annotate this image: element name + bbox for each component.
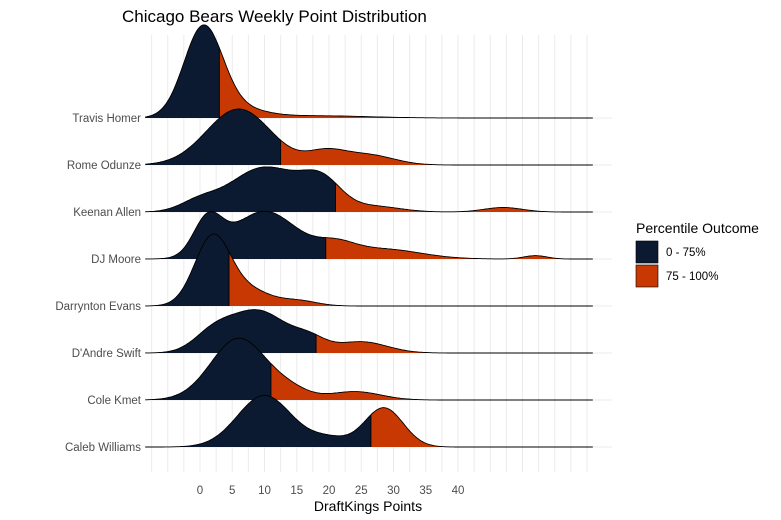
ridge-rome-odunze xyxy=(145,108,593,166)
y-axis-labels: Travis Homer Rome Odunze Keenan Allen DJ Mo… xyxy=(55,113,141,454)
y-axis-label: D'Andre Swift xyxy=(72,348,142,360)
ridge-outline xyxy=(145,108,593,166)
ridge-area-high xyxy=(229,251,593,306)
x-tick-label: 5 xyxy=(229,485,235,497)
x-tick-label: 30 xyxy=(387,485,400,497)
ridge-area-low xyxy=(145,24,220,118)
y-axis-label: Keenan Allen xyxy=(73,207,141,219)
ridge-outline xyxy=(145,166,593,213)
ridge-keenan-allen xyxy=(145,166,593,213)
ridge-travis-homer xyxy=(145,24,593,119)
y-axis-label: Darrynton Evans xyxy=(55,301,141,313)
ridge-outline xyxy=(145,233,593,307)
x-tick-label: 0 xyxy=(197,485,203,497)
chart-title: Chicago Bears Weekly Point Distribution xyxy=(122,7,427,26)
ridge-outline xyxy=(145,395,593,448)
ridge-area-high xyxy=(280,140,593,165)
ridge-area-high xyxy=(270,363,593,400)
legend-title: Percentile Outcome xyxy=(636,220,759,236)
ridge-dj-moore xyxy=(145,210,593,260)
ridge-darrynton-evans xyxy=(145,233,593,307)
ridge-area-high xyxy=(325,237,593,259)
x-axis-label: DraftKings Points xyxy=(314,498,422,514)
ridge-d-andre-swift xyxy=(145,309,593,354)
ridge-outline xyxy=(145,210,593,260)
y-axis-label: Caleb Williams xyxy=(65,442,141,454)
legend-swatch-high xyxy=(635,264,659,288)
ridge-caleb-williams xyxy=(145,395,593,448)
y-axis-label: Travis Homer xyxy=(72,113,141,125)
ridges xyxy=(145,24,593,448)
ridge-area-low xyxy=(145,166,336,212)
ridge-outline xyxy=(145,309,593,354)
x-axis-ticks: 0 5 10 15 20 25 30 35 40 xyxy=(197,485,465,497)
x-tick-label: 40 xyxy=(452,485,465,497)
y-axis-label: Rome Odunze xyxy=(67,160,141,172)
legend-label-low: 0 - 75% xyxy=(666,247,706,259)
y-axis-label: Cole Kmet xyxy=(87,395,141,407)
ridge-area-low xyxy=(145,109,281,165)
x-tick-label: 10 xyxy=(258,485,271,497)
ridge-area-low xyxy=(145,211,326,259)
legend-swatch-low xyxy=(635,240,659,264)
ridge-area-high xyxy=(370,407,593,447)
x-tick-label: 35 xyxy=(419,485,432,497)
x-tick-label: 15 xyxy=(290,485,303,497)
ridge-cole-kmet xyxy=(145,337,593,401)
ridge-area-high xyxy=(219,48,593,118)
ridge-area-low xyxy=(145,338,271,400)
ridge-area-high xyxy=(316,334,593,353)
ridge-area-high xyxy=(335,183,593,212)
ridge-area-low xyxy=(145,234,229,306)
ridge-area-low xyxy=(145,309,317,353)
legend: Percentile Outcome 0 - 75% 75 - 100% xyxy=(635,220,759,288)
x-tick-label: 20 xyxy=(323,485,336,497)
x-tick-label: 25 xyxy=(355,485,368,497)
ridge-outline xyxy=(145,337,593,401)
legend-label-high: 75 - 100% xyxy=(666,271,718,283)
ridge-area-low xyxy=(145,395,371,447)
y-axis-label: DJ Moore xyxy=(91,254,141,266)
